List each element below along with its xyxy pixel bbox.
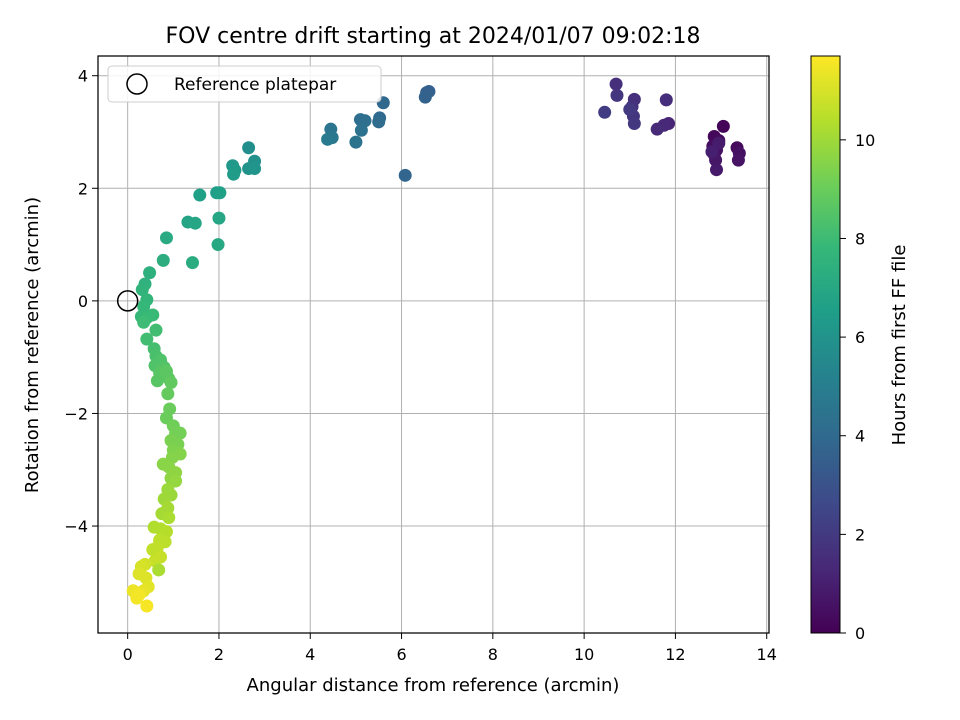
data-point <box>598 105 612 119</box>
x-tick-label: 4 <box>305 645 315 664</box>
data-point <box>610 88 624 102</box>
data-point <box>140 599 154 613</box>
y-tick-label: 0 <box>78 292 88 311</box>
data-point <box>169 474 183 488</box>
x-tick-label: 12 <box>665 645 685 664</box>
data-point <box>659 93 673 107</box>
y-axis-label: Rotation from reference (arcmin) <box>22 197 43 493</box>
y-tick-label: 4 <box>78 67 88 86</box>
data-point <box>161 387 175 401</box>
colorbar: 0 2 4 6 8 10 Hours from first FF file <box>810 55 910 643</box>
data-points <box>126 77 746 613</box>
data-point <box>650 122 664 136</box>
data-point <box>146 308 160 322</box>
data-point <box>159 364 173 378</box>
data-point <box>159 231 173 245</box>
colorbar-tick-label: 2 <box>855 525 865 544</box>
data-point <box>188 216 202 230</box>
x-tick-label: 2 <box>214 645 224 664</box>
data-point <box>137 300 151 314</box>
reference-platepar-marker <box>116 290 139 312</box>
data-point <box>152 563 166 577</box>
data-point <box>248 162 262 176</box>
data-point <box>211 238 225 252</box>
data-point <box>716 119 730 133</box>
x-tick-label: 10 <box>574 645 594 664</box>
data-point <box>185 256 199 270</box>
plot-frame <box>97 55 770 634</box>
data-point <box>710 163 724 177</box>
data-point <box>135 283 149 297</box>
data-point <box>150 374 164 388</box>
legend-box <box>107 65 382 103</box>
colorbar-tick-label: 0 <box>855 624 865 643</box>
x-tick-label: 0 <box>123 645 133 664</box>
x-axis-ticks: 0 2 4 6 8 10 12 14 <box>123 633 777 664</box>
colorbar-tick-label: 6 <box>855 328 865 347</box>
data-point <box>627 117 641 131</box>
y-tick-label: −4 <box>64 517 88 536</box>
data-point <box>705 145 719 159</box>
colorbar-gradient <box>811 56 840 633</box>
colorbar-ticks: 0 2 4 6 8 10 <box>840 131 875 643</box>
data-point <box>162 511 176 525</box>
data-point <box>132 588 146 602</box>
colorbar-tick-label: 4 <box>855 427 865 446</box>
data-point <box>418 90 432 104</box>
x-axis-label: Angular distance from reference (arcmin) <box>247 675 620 696</box>
data-point <box>321 132 335 146</box>
data-point <box>143 266 157 280</box>
y-axis-ticks: −4 −2 0 2 4 <box>64 67 98 536</box>
data-point <box>372 115 386 129</box>
data-point <box>227 167 241 181</box>
data-point <box>609 77 623 91</box>
legend-entry-reference: Reference platepar <box>174 75 336 95</box>
legend: Reference platepar <box>107 65 382 103</box>
data-point <box>623 102 637 116</box>
data-point <box>242 141 256 155</box>
chart-title: FOV centre drift starting at 2024/01/07 … <box>166 24 701 49</box>
colorbar-tick-label: 10 <box>855 131 875 150</box>
colorbar-label: Hours from first FF file <box>889 245 910 446</box>
grid-lines <box>98 56 769 633</box>
data-point <box>731 153 745 167</box>
data-point <box>173 426 187 440</box>
data-point <box>212 211 226 225</box>
legend-marker-icon <box>126 73 148 95</box>
data-point <box>349 135 363 149</box>
colorbar-tick-label: 8 <box>855 229 865 248</box>
data-point <box>149 323 163 337</box>
y-tick-label: 2 <box>78 179 88 198</box>
data-point <box>137 315 151 329</box>
data-point <box>193 188 207 202</box>
data-point <box>398 168 412 182</box>
x-tick-label: 6 <box>396 645 406 664</box>
data-point <box>164 375 178 389</box>
y-tick-label: −2 <box>64 404 88 423</box>
data-point <box>213 186 227 200</box>
data-point <box>140 332 154 346</box>
data-point <box>354 123 368 137</box>
data-point <box>156 253 170 267</box>
colorbar-frame <box>810 55 841 634</box>
x-tick-label: 14 <box>757 645 777 664</box>
x-tick-label: 8 <box>488 645 498 664</box>
